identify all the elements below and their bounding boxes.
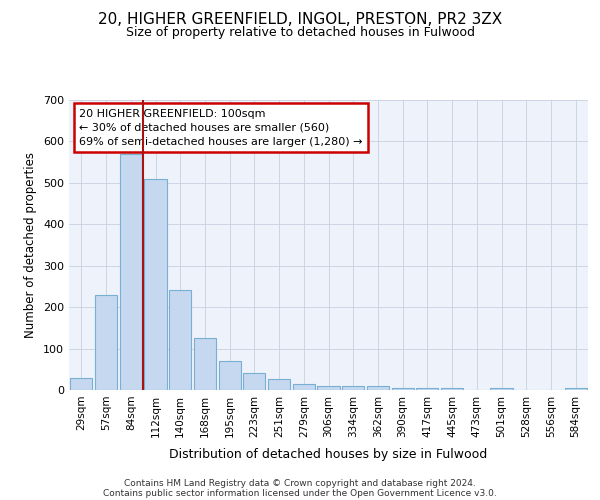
Bar xyxy=(441,388,463,390)
Text: Size of property relative to detached houses in Fulwood: Size of property relative to detached ho… xyxy=(125,26,475,39)
Bar xyxy=(392,388,414,390)
Bar xyxy=(169,290,191,390)
Text: 20, HIGHER GREENFIELD, INGOL, PRESTON, PR2 3ZX: 20, HIGHER GREENFIELD, INGOL, PRESTON, P… xyxy=(98,12,502,28)
Text: 20 HIGHER GREENFIELD: 100sqm
← 30% of detached houses are smaller (560)
69% of s: 20 HIGHER GREENFIELD: 100sqm ← 30% of de… xyxy=(79,108,363,146)
Bar xyxy=(565,388,587,390)
Bar xyxy=(218,361,241,390)
Bar xyxy=(95,294,117,390)
X-axis label: Distribution of detached houses by size in Fulwood: Distribution of detached houses by size … xyxy=(169,448,488,461)
Bar xyxy=(194,338,216,390)
Bar xyxy=(490,388,512,390)
Bar xyxy=(119,154,142,390)
Bar xyxy=(243,374,265,390)
Bar xyxy=(342,386,364,390)
Bar xyxy=(145,178,167,390)
Bar xyxy=(70,378,92,390)
Y-axis label: Number of detached properties: Number of detached properties xyxy=(25,152,37,338)
Bar xyxy=(317,386,340,390)
Text: Contains public sector information licensed under the Open Government Licence v3: Contains public sector information licen… xyxy=(103,488,497,498)
Bar xyxy=(268,379,290,390)
Text: Contains HM Land Registry data © Crown copyright and database right 2024.: Contains HM Land Registry data © Crown c… xyxy=(124,478,476,488)
Bar xyxy=(367,386,389,390)
Bar xyxy=(416,388,439,390)
Bar xyxy=(293,384,315,390)
